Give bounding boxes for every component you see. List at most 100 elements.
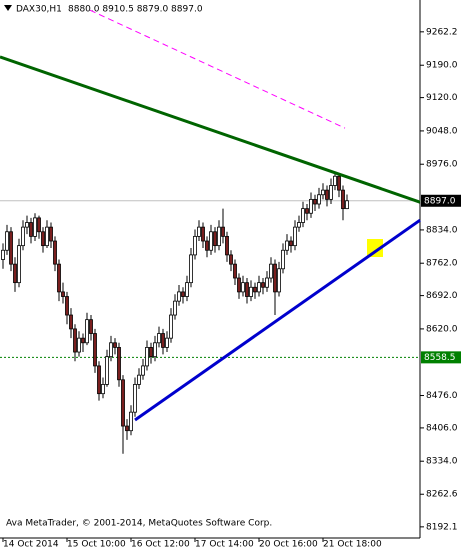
candle-body xyxy=(249,286,253,297)
candle-body xyxy=(57,263,61,293)
candle-body xyxy=(69,314,73,330)
candle-body xyxy=(97,365,101,395)
y-tick-label: 8976.0 xyxy=(426,160,458,170)
candle-body xyxy=(149,347,153,358)
candle-body xyxy=(13,263,17,284)
candle-body xyxy=(273,263,277,293)
candle-body xyxy=(169,314,173,339)
price-label: 8897.0 xyxy=(424,196,456,206)
candle-body xyxy=(45,226,49,247)
candle-body xyxy=(341,189,345,210)
candle-body xyxy=(29,222,33,237)
candle-body xyxy=(181,291,185,297)
candle-body xyxy=(37,217,41,233)
candle-body xyxy=(101,384,105,395)
candle-body xyxy=(145,347,149,367)
candle-body xyxy=(209,231,213,251)
candle-body xyxy=(61,291,65,297)
candle-body xyxy=(257,282,261,293)
candle-body xyxy=(189,254,193,284)
candle-body xyxy=(269,263,273,279)
candle-body xyxy=(53,240,57,265)
y-tick-label: 8476.0 xyxy=(426,391,458,401)
menu-icon[interactable] xyxy=(4,5,12,11)
y-tick-label: 9048.0 xyxy=(426,126,458,136)
x-tick-label: 16 Oct 12:00 xyxy=(131,540,190,549)
candle-body xyxy=(185,282,189,297)
candle-body xyxy=(9,231,13,265)
x-tick-label: 14 Oct 2014 xyxy=(3,540,59,549)
candle-body xyxy=(41,231,45,247)
candle-body xyxy=(153,342,157,358)
candle-body xyxy=(177,291,181,302)
candle-body xyxy=(77,337,81,353)
y-tick-label: 8262.6 xyxy=(426,490,458,500)
candle-body xyxy=(245,282,249,297)
candle-body xyxy=(197,226,201,237)
candle-body xyxy=(345,200,349,210)
candle-body xyxy=(253,286,257,293)
x-tick-label: 17 Oct 14:00 xyxy=(195,540,254,549)
candle-body xyxy=(85,319,89,344)
price-box xyxy=(421,194,461,207)
candle-body xyxy=(277,268,281,293)
y-tick-label: 8192.1 xyxy=(426,522,458,532)
candle-body xyxy=(73,328,77,353)
candle-body xyxy=(33,217,37,237)
candle-body xyxy=(173,300,177,316)
y-tick-label: 9190.0 xyxy=(426,61,458,71)
candle-body xyxy=(233,263,237,279)
candle-body xyxy=(301,208,305,223)
candle-body xyxy=(117,347,121,381)
candle-body xyxy=(205,240,209,251)
x-tick-label: 21 Oct 18:00 xyxy=(323,540,382,549)
candle-body xyxy=(281,249,285,270)
candle-body xyxy=(213,231,217,247)
candle-body xyxy=(65,296,69,316)
y-tick-label: 8620.0 xyxy=(426,324,458,334)
candle-body xyxy=(329,185,333,200)
candle-body xyxy=(141,365,145,376)
candle-body xyxy=(137,374,141,385)
candle-body xyxy=(217,226,221,247)
candle-body xyxy=(17,245,21,284)
candle-body xyxy=(5,231,9,251)
candle-body xyxy=(125,425,129,432)
candle-body xyxy=(129,411,133,432)
candle-body xyxy=(241,282,245,293)
candle-body xyxy=(157,333,161,344)
candle-body xyxy=(201,226,205,242)
candle-body xyxy=(285,240,289,251)
candle-body xyxy=(193,235,197,256)
plot-area xyxy=(0,0,420,538)
candle-body xyxy=(237,277,241,293)
candle-body xyxy=(165,337,169,348)
candle-body xyxy=(317,194,321,205)
candle-body xyxy=(309,198,313,214)
candle-body xyxy=(229,254,233,265)
candle-body xyxy=(265,277,269,288)
y-tick-label: 8762.0 xyxy=(426,259,458,269)
trend-line xyxy=(0,55,421,204)
footer: Ava MetaTrader, © 2001-2014, MetaQuotes … xyxy=(6,519,272,529)
candle-body xyxy=(261,282,265,288)
symbol: DAX30,H1 xyxy=(16,5,62,15)
candle-body xyxy=(289,240,293,247)
candle-body xyxy=(1,249,5,260)
y-tick-label: 8334.0 xyxy=(426,457,458,467)
y-tick-label: 8692.0 xyxy=(426,291,458,301)
header-values: 8880.0 8910.5 8879.0 8897.0 xyxy=(68,5,203,15)
candle-body xyxy=(293,226,297,247)
candle-body xyxy=(305,208,309,214)
candle-body xyxy=(225,235,229,256)
candle-body xyxy=(25,222,29,228)
trend-line xyxy=(89,9,346,129)
candle-body xyxy=(105,356,109,385)
candle-body xyxy=(21,226,25,247)
trend-line xyxy=(134,218,421,422)
candle-body xyxy=(81,337,85,344)
y-tick-label: 8834.0 xyxy=(426,225,458,235)
candle-body xyxy=(49,226,53,242)
candle-body xyxy=(321,189,325,196)
candle-body xyxy=(161,333,165,348)
